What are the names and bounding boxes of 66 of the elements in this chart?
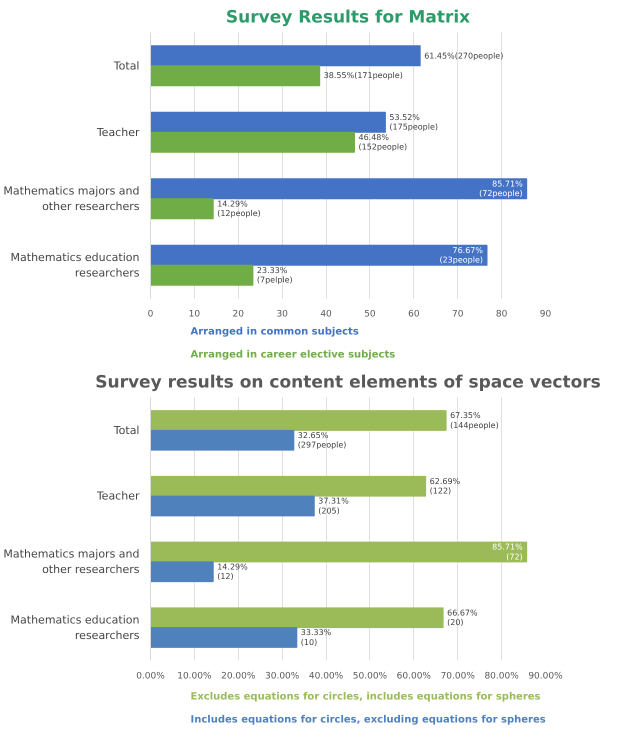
y-tick-label: Mathematics majors and other researchers <box>3 548 140 576</box>
x-tick-label: 30 <box>276 310 288 320</box>
bar <box>150 542 528 562</box>
data-label: 46.48% (152people) <box>358 132 408 152</box>
bar <box>150 430 294 451</box>
x-tick-label: 70.00% <box>440 672 476 682</box>
bar <box>150 264 254 286</box>
text: Arranged in common subjects <box>190 326 359 338</box>
x-tick-label: 90.00% <box>528 672 564 682</box>
bar <box>150 198 214 220</box>
bar <box>150 65 320 86</box>
x-tick-label: 80 <box>496 310 508 320</box>
data-label: 14.29% (12) <box>217 562 248 582</box>
data-label: 62.69% (122) <box>430 476 461 496</box>
x-tick-label: 50 <box>364 310 376 320</box>
y-tick-label: Teacher <box>96 126 140 139</box>
bar <box>150 244 488 266</box>
bar <box>150 476 426 497</box>
data-label: 23.33% (7pelple) <box>256 266 293 285</box>
y-tick-label: Mathematics majors and other researchers <box>3 184 140 214</box>
x-tick-label: 40 <box>320 310 332 320</box>
x-tick-label: 10 <box>188 310 200 320</box>
data-label: 37.31% (205) <box>318 496 350 516</box>
x-tick-label: 70 <box>452 310 464 320</box>
text: Arranged in career elective subjects <box>190 350 396 360</box>
x-tick-label: 60 <box>408 310 420 320</box>
data-label: 32.65% (297people) <box>298 430 346 450</box>
data-label: 14.29% (12people) <box>217 199 261 218</box>
text: Includes equations for circles, excluding equations for spheres <box>190 714 546 726</box>
x-tick-label: 30.00% <box>265 672 300 682</box>
data-label: 76.67% (23people) <box>439 246 484 265</box>
x-tick-label: 10.00% <box>177 672 212 682</box>
data-label: 85.71% (72) <box>492 542 524 562</box>
y-tick-label: Mathematics education researchers <box>10 613 140 642</box>
bar <box>150 607 444 628</box>
x-tick-label: 80.00% <box>484 672 520 682</box>
bar <box>150 178 528 200</box>
bar <box>150 132 355 153</box>
data-label: 61.45%(270people) <box>424 51 504 60</box>
bar <box>150 410 447 431</box>
data-label: 85.71% (72people) <box>479 179 524 198</box>
data-label: 67.35% (144people) <box>450 411 499 430</box>
data-label: 33.33% (10) <box>300 628 332 647</box>
x-tick-label: 20 <box>232 310 244 320</box>
chart-title: Survey results on content elements of space vectors <box>95 372 601 392</box>
x-tick-label: 0 <box>148 310 154 320</box>
chart-title: Survey Results for Matrix <box>226 8 470 28</box>
y-tick-label: Mathematics education researchers <box>10 250 140 280</box>
x-tick-label: 40.00% <box>308 672 344 682</box>
x-tick-label: 90 <box>540 310 552 320</box>
data-label: 38.55%(171people) <box>324 71 403 80</box>
x-tick-label: 60.00% <box>396 672 432 682</box>
x-tick-label: 0.00% <box>136 672 166 682</box>
text: Excludes equations for circles, includes equations for spheres <box>190 692 541 702</box>
bar <box>150 112 386 133</box>
x-tick-label: 50.00% <box>352 672 388 682</box>
x-tick-label: 20.00% <box>221 672 256 682</box>
bar <box>150 627 298 648</box>
y-tick-label: Teacher <box>96 490 140 503</box>
y-tick-label: Total <box>112 424 140 437</box>
bar <box>150 45 421 66</box>
data-label: 66.67% (20) <box>447 608 478 628</box>
bar <box>150 496 315 516</box>
y-tick-label: Total <box>112 59 140 72</box>
bar <box>150 561 214 582</box>
data-label: 53.52% (175people) <box>389 112 438 132</box>
